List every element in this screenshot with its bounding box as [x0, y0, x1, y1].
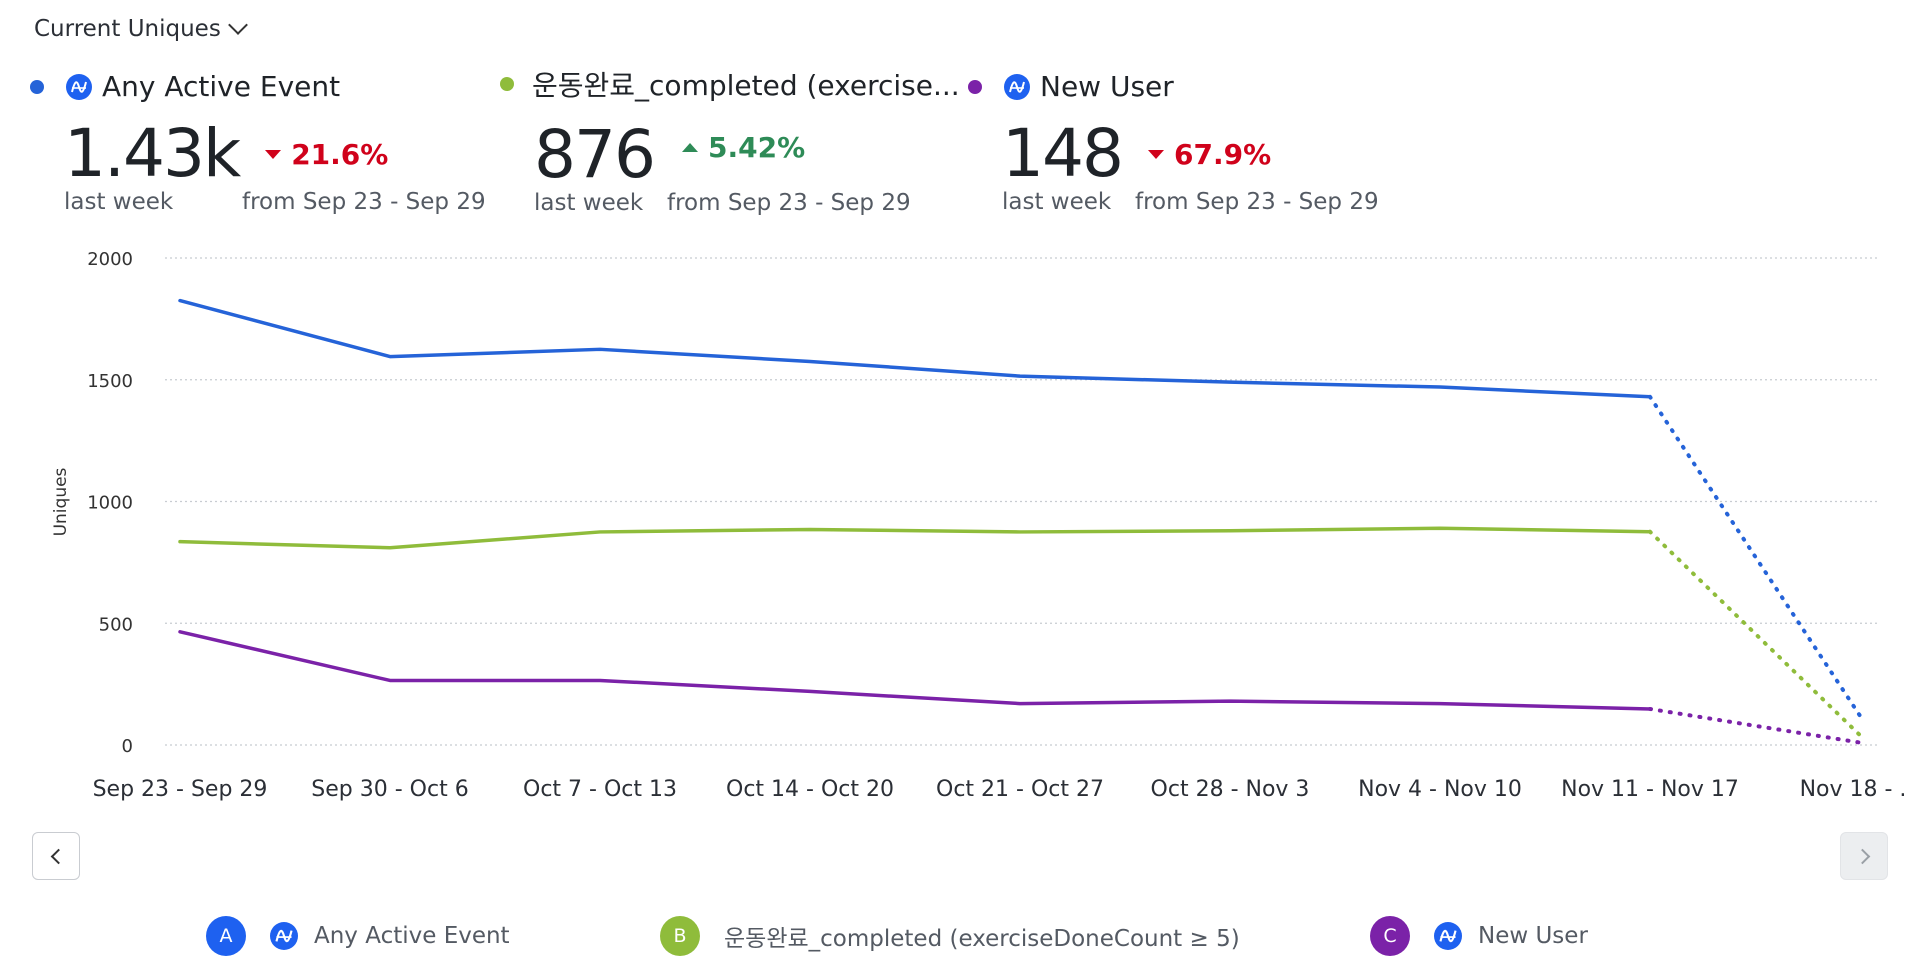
legend-item-exercise-completed[interactable]: B 운동완료_completed (exerciseDoneCount ≥ 5) — [660, 916, 1240, 956]
series-line-incomplete — [1648, 394, 1862, 718]
x-tick-label: Oct 14 - Oct 20 — [726, 777, 894, 802]
chevron-left-icon — [50, 848, 66, 864]
line-chart: 0 500 1000 1500 2000 Uniques Sep 23 - Sep 29 Se… — [51, 249, 1908, 802]
legend-label: Any Active Event — [314, 923, 510, 949]
trend-down-icon — [1147, 149, 1164, 159]
kpi-period: last week — [64, 189, 174, 215]
legend-item-any-active-event[interactable]: A Any Active Event — [206, 916, 510, 956]
kpi-comparison: from Sep 23 - Sep 29 — [242, 189, 486, 215]
series-badge: B — [660, 916, 700, 956]
y-tick-label: 2000 — [87, 249, 133, 270]
kpi-value: 876 — [534, 116, 656, 193]
x-tick-label: Oct 21 - Oct 27 — [936, 777, 1104, 802]
x-tick-label: Oct 28 - Nov 3 — [1151, 777, 1310, 802]
y-tick-label: 1000 — [87, 493, 133, 514]
next-page-button[interactable] — [1840, 832, 1888, 880]
chevron-down-icon — [227, 15, 248, 35]
y-axis-label: Uniques — [51, 467, 71, 536]
metric-selector[interactable]: Current Uniques — [34, 15, 248, 42]
series-line — [178, 630, 1652, 711]
legend-label: 운동완료_completed (exerciseDoneCount ≥ 5) — [724, 926, 1240, 952]
chevron-right-icon — [1854, 848, 1870, 864]
amplitude-icon — [1434, 922, 1462, 950]
y-tick-label: 500 — [99, 614, 133, 635]
kpi-title: New User — [1040, 70, 1174, 103]
kpi-delta: 21.6% — [265, 138, 388, 171]
x-tick-label: Oct 7 - Oct 13 — [523, 777, 677, 802]
kpi-comparison: from Sep 23 - Sep 29 — [1135, 189, 1379, 215]
x-tick-label: Nov 4 - Nov 10 — [1358, 777, 1522, 802]
kpi-delta: 5.42% — [681, 131, 805, 164]
y-tick-label: 0 — [122, 736, 133, 757]
metric-selector-label: Current Uniques — [34, 16, 221, 42]
legend-label: New User — [1478, 923, 1588, 949]
trend-down-icon — [265, 149, 282, 159]
kpi-value: 148 — [1002, 115, 1124, 192]
kpi-comparison: from Sep 23 - Sep 29 — [667, 190, 911, 216]
series-color-dot — [30, 79, 44, 94]
legend-item-new-user[interactable]: C New User — [1370, 916, 1588, 956]
x-tick-label: Nov 18 - ... — [1800, 777, 1908, 802]
y-tick-label: 1500 — [87, 371, 133, 392]
kpi-period: last week — [534, 190, 644, 216]
x-tick-label: Sep 23 - Sep 29 — [93, 777, 268, 802]
x-tick-label: Sep 30 - Oct 6 — [311, 777, 468, 802]
kpi-title: 운동완료_completed (exercise... — [532, 69, 960, 102]
series-color-dot — [968, 79, 982, 94]
amplitude-icon — [270, 922, 298, 950]
amplitude-icon — [66, 73, 92, 100]
kpi-delta: 67.9% — [1147, 138, 1271, 171]
kpi-any-active-event[interactable]: Any Active Event 1.43k 21.6% last week f… — [30, 70, 486, 215]
kpi-exercise-completed[interactable]: 운동완료_completed (exercise... 876 5.42% la… — [500, 64, 960, 216]
series-line — [178, 526, 1652, 550]
series-line-incomplete — [1648, 706, 1862, 745]
series-badge: A — [206, 916, 246, 956]
x-tick-label: Nov 11 - Nov 17 — [1561, 777, 1739, 802]
kpi-period: last week — [1002, 189, 1112, 215]
prev-page-button[interactable] — [32, 832, 80, 880]
trend-up-icon — [681, 142, 698, 152]
series-line — [178, 298, 1652, 399]
kpi-title: Any Active Event — [102, 70, 341, 103]
amplitude-icon — [1004, 73, 1030, 100]
series-color-dot — [500, 77, 514, 91]
kpi-new-user[interactable]: New User 148 67.9% last week from Sep 23… — [968, 70, 1379, 215]
series-line-incomplete — [1648, 529, 1862, 738]
kpi-value: 1.43k — [64, 115, 241, 192]
series-badge: C — [1370, 916, 1410, 956]
